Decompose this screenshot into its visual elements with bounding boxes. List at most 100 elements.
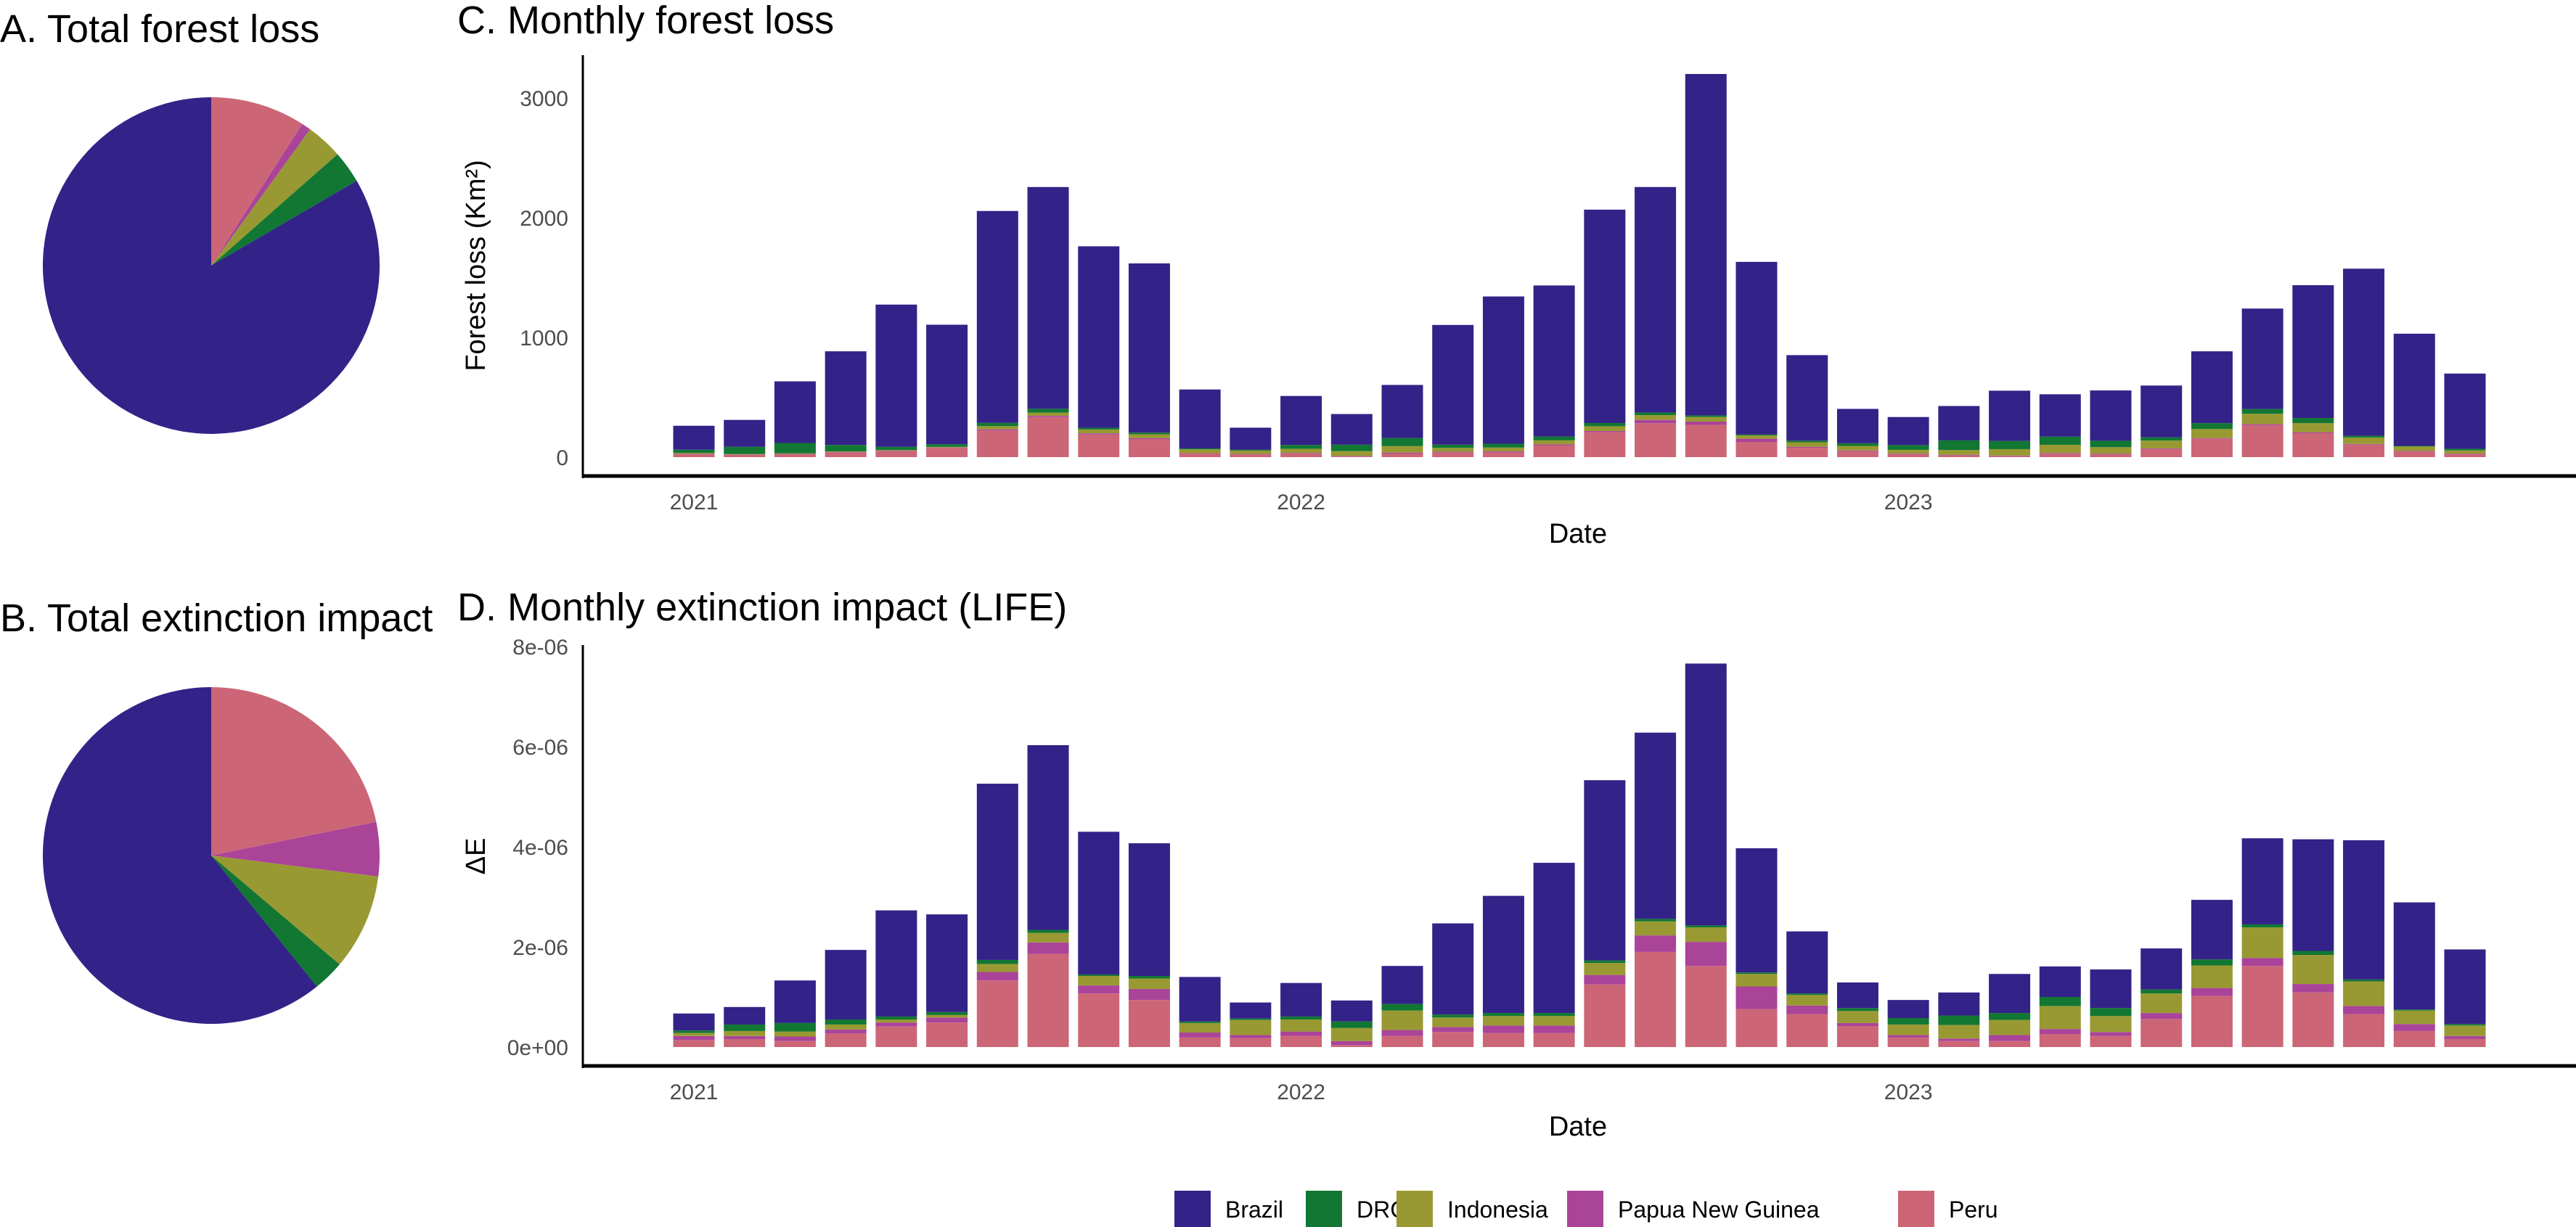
chart-c-bar-peru-2022-09 bbox=[1685, 424, 1727, 457]
chart-c-bar-indonesia-2022-07 bbox=[1584, 426, 1626, 432]
chart-c-bar-drc-2023-05 bbox=[2090, 440, 2132, 448]
chart-d-bar-papua-new-guinea-2021-12 bbox=[1230, 1035, 1272, 1038]
chart-d-bar-indonesia-2021-02 bbox=[724, 1030, 766, 1036]
chart-d-bar-drc-2023-01 bbox=[1887, 1017, 1929, 1025]
chart-d-bar-papua-new-guinea-2023-03 bbox=[1989, 1035, 2031, 1041]
chart-d-bar-peru-2022-04 bbox=[1432, 1032, 1474, 1047]
chart-d-bar-indonesia-2021-08 bbox=[1027, 932, 1069, 943]
chart-c-bar-indonesia-2022-08 bbox=[1635, 415, 1677, 420]
chart-c-bar-brazil-2021-11 bbox=[1179, 389, 1221, 448]
chart-d-bar-indonesia-2022-10 bbox=[1735, 974, 1778, 987]
chart-d-bar-peru-2022-01 bbox=[1280, 1035, 1322, 1047]
chart-c-xtick-label: 2022 bbox=[1277, 491, 1325, 514]
chart-d-bar-drc-2022-11 bbox=[1786, 993, 1828, 996]
chart-d-bar-brazil-2023-12 bbox=[2444, 949, 2486, 1025]
chart-d-bar-peru-2021-03 bbox=[774, 1041, 816, 1047]
chart-c-bar-brazil-2021-08 bbox=[1027, 186, 1069, 409]
chart-c-bar-drc-2023-07 bbox=[2191, 423, 2233, 430]
chart-c-bar-peru-2023-10 bbox=[2343, 444, 2385, 457]
chart-c-bar-peru-2023-11 bbox=[2393, 451, 2435, 457]
chart-d-bar-drc-2021-12 bbox=[1230, 1018, 1272, 1020]
chart-c-bar-indonesia-2023-03 bbox=[1989, 448, 2031, 456]
chart-d-bar-drc-2023-05 bbox=[2090, 1008, 2132, 1017]
pie-slice-indonesia bbox=[211, 129, 338, 266]
chart-c-bar-papua-new-guinea-2022-09 bbox=[1685, 421, 1727, 425]
pie-a-title: A. Total forest loss bbox=[0, 7, 319, 51]
chart-d-bar-drc-2023-06 bbox=[2140, 989, 2183, 994]
chart-d-bar-drc-2022-01 bbox=[1280, 1016, 1322, 1020]
chart-c-bar-papua-new-guinea-2021-09 bbox=[1078, 433, 1120, 435]
chart-c-bar-indonesia-2022-12 bbox=[1836, 446, 1878, 451]
chart-d-bar-peru-2021-01 bbox=[673, 1040, 715, 1047]
chart-c-bar-papua-new-guinea-2021-10 bbox=[1128, 438, 1170, 440]
pie-a bbox=[42, 97, 380, 435]
chart-c-bar-peru-2022-06 bbox=[1533, 445, 1575, 457]
chart-d-xtick-label: 2023 bbox=[1884, 1080, 1933, 1104]
chart-d-bar-papua-new-guinea-2022-08 bbox=[1635, 935, 1677, 952]
chart-c-bar-peru-2023-06 bbox=[2140, 448, 2183, 457]
chart-c-bar-drc-2022-11 bbox=[1786, 440, 1828, 443]
chart-c-bar-drc-2023-04 bbox=[2039, 436, 2081, 446]
chart-c-bar-peru-2021-05 bbox=[875, 451, 917, 457]
chart-c-bar-peru-2022-12 bbox=[1836, 451, 1878, 457]
chart-c-bar-brazil-2023-01 bbox=[1887, 416, 1929, 446]
chart-d-bar-drc-2023-07 bbox=[2191, 959, 2233, 966]
chart-d-bar-drc-2021-09 bbox=[1078, 974, 1120, 977]
chart-c-bar-papua-new-guinea-2023-07 bbox=[2191, 438, 2233, 439]
chart-d-bar-indonesia-2022-09 bbox=[1685, 927, 1727, 943]
chart-c-bar-indonesia-2021-05 bbox=[875, 450, 917, 451]
chart-c-bar-peru-2022-11 bbox=[1786, 448, 1828, 457]
chart-d-bar-papua-new-guinea-2023-07 bbox=[2191, 988, 2233, 996]
chart-d-bar-peru-2023-01 bbox=[1887, 1037, 1929, 1047]
chart-d-bar-brazil-2023-01 bbox=[1887, 1000, 1929, 1018]
chart-d-xtick-label: 2021 bbox=[670, 1080, 719, 1104]
chart-c-bar-peru-2022-01 bbox=[1280, 454, 1322, 457]
chart-c-bar-brazil-2021-09 bbox=[1078, 246, 1120, 428]
chart-c-bar-drc-2021-07 bbox=[976, 422, 1018, 427]
chart-d-bar-indonesia-2022-01 bbox=[1280, 1019, 1322, 1032]
chart-d-bar-drc-2022-07 bbox=[1584, 960, 1626, 964]
chart-c-bar-peru-2023-05 bbox=[2090, 454, 2132, 457]
chart-d-bar-drc-2023-02 bbox=[1938, 1015, 1980, 1025]
chart-d-bar-peru-2023-04 bbox=[2039, 1034, 2081, 1047]
chart-c-bar-papua-new-guinea-2023-02 bbox=[1938, 454, 1980, 456]
chart-d-bar-peru-2021-04 bbox=[825, 1033, 867, 1047]
chart-c-bar-drc-2021-05 bbox=[875, 446, 917, 451]
chart-d-bar-peru-2021-12 bbox=[1230, 1038, 1272, 1047]
chart-c-bar-indonesia-2023-10 bbox=[2343, 437, 2385, 444]
chart-c-bar-drc-2022-01 bbox=[1280, 445, 1322, 449]
chart-c-bar-brazil-2021-02 bbox=[724, 419, 766, 447]
chart-c-ytick-label: 3000 bbox=[520, 87, 568, 111]
chart-d-bar-papua-new-guinea-2023-04 bbox=[2039, 1029, 2081, 1035]
chart-d-bar-indonesia-2021-10 bbox=[1128, 978, 1170, 989]
chart-c-bar-papua-new-guinea-2022-06 bbox=[1533, 444, 1575, 446]
chart-d-bar-peru-2023-05 bbox=[2090, 1035, 2132, 1047]
chart-d-bar-papua-new-guinea-2021-11 bbox=[1179, 1032, 1221, 1038]
chart-d-bar-peru-2022-07 bbox=[1584, 984, 1626, 1047]
chart-d-bar-drc-2022-02 bbox=[1330, 1021, 1373, 1028]
chart-c-bar-indonesia-2021-11 bbox=[1179, 449, 1221, 454]
pie-b-title: B. Total extinction impact bbox=[0, 596, 433, 640]
chart-c-bar-indonesia-2022-09 bbox=[1685, 416, 1727, 422]
chart-d-bar-indonesia-2023-06 bbox=[2140, 993, 2183, 1014]
chart-d-bar-peru-2022-09 bbox=[1685, 966, 1727, 1047]
chart-c-bar-drc-2021-11 bbox=[1179, 448, 1221, 450]
chart-d-bar-brazil-2023-07 bbox=[2191, 900, 2233, 960]
chart-d-bar-papua-new-guinea-2023-10 bbox=[2343, 1006, 2385, 1014]
chart-c-bar-brazil-2023-10 bbox=[2343, 268, 2385, 436]
chart-c-bar-brazil-2022-05 bbox=[1482, 296, 1524, 444]
chart-c-bar-brazil-2023-03 bbox=[1989, 390, 2031, 441]
chart-c-bar-brazil-2023-04 bbox=[2039, 394, 2081, 437]
chart-d-bar-brazil-2022-01 bbox=[1280, 982, 1322, 1017]
chart-d-bar-drc-2022-12 bbox=[1836, 1008, 1878, 1011]
chart-d-bar-drc-2023-04 bbox=[2039, 997, 2081, 1006]
chart-c-bar-indonesia-2022-03 bbox=[1381, 446, 1423, 453]
chart-d-bar-brazil-2021-06 bbox=[926, 914, 968, 1012]
chart-c-bar-drc-2022-03 bbox=[1381, 438, 1423, 446]
chart-c-bar-brazil-2023-05 bbox=[2090, 390, 2132, 441]
chart-d-bar-drc-2023-03 bbox=[1989, 1013, 2031, 1020]
pie-slice-brazil bbox=[43, 686, 317, 1024]
chart-c-bar-indonesia-2023-05 bbox=[2090, 447, 2132, 454]
chart-d-bar-brazil-2022-12 bbox=[1836, 982, 1878, 1009]
